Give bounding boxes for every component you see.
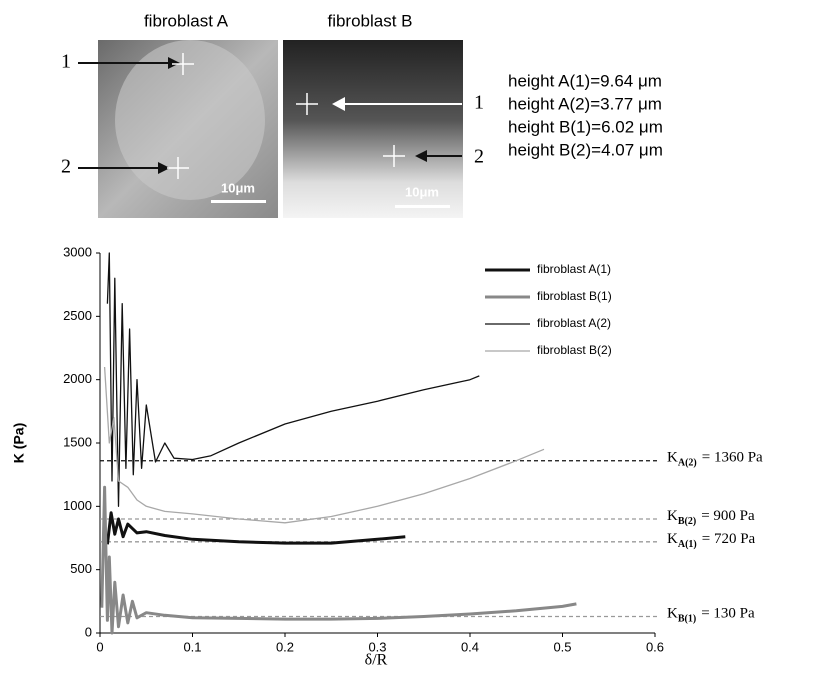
subscript: A(1) — [678, 539, 697, 550]
symbol: K — [667, 508, 678, 524]
value-text: = 900 Pa — [701, 508, 755, 524]
scale-bar — [395, 205, 450, 208]
symbol: K — [667, 450, 678, 466]
scale-bar — [211, 200, 266, 203]
scale-label: 10μm — [405, 184, 439, 199]
value-text: = 720 Pa — [702, 531, 756, 547]
y-axis-label: K (Pa) — [11, 423, 27, 463]
x-tick-label: 0.4 — [461, 639, 479, 654]
x-tick-label: 0.3 — [368, 639, 386, 654]
legend-label: fibroblast B(1) — [537, 289, 612, 303]
reference-label: KB(2) = 900 Pa — [667, 508, 755, 527]
images — [78, 40, 463, 218]
series-line — [106, 252, 480, 507]
subscript: B(1) — [678, 614, 696, 625]
y-tick-label: 500 — [70, 561, 92, 576]
x-tick-label: 0.6 — [646, 639, 664, 654]
x-axis-label: δ/R — [365, 652, 388, 669]
cell-a — [115, 40, 265, 200]
x-tick-label: 0.2 — [276, 639, 294, 654]
panel-title: fibroblast B — [327, 11, 412, 30]
y-tick-label: 1500 — [63, 434, 92, 449]
y-tick-label: 3000 — [63, 244, 92, 259]
height-text: height A(1)=9.64 μm — [508, 71, 662, 90]
legend-label: fibroblast B(2) — [537, 343, 612, 357]
image-b — [283, 40, 463, 218]
reference-label: KB(1) = 130 Pa — [667, 606, 755, 625]
height-text: height B(1)=6.02 μm — [508, 117, 663, 136]
subscript: A(2) — [678, 458, 697, 469]
y-tick-label: 0 — [85, 624, 92, 639]
point-label: 2 — [474, 146, 484, 168]
y-tick-label: 1000 — [63, 498, 92, 513]
x-tick-label: 0 — [96, 639, 103, 654]
scale-label: 10μm — [221, 180, 255, 195]
subscript: B(2) — [678, 516, 696, 527]
legend-label: fibroblast A(1) — [537, 262, 611, 276]
symbol: K — [667, 606, 678, 622]
point-label: 2 — [61, 156, 71, 178]
x-tick-label: 0.5 — [553, 639, 571, 654]
symbol: K — [667, 531, 678, 547]
series-line — [105, 511, 406, 545]
y-tick-label: 2500 — [63, 308, 92, 323]
point-label: 1 — [61, 51, 71, 73]
x-tick-label: 0.1 — [183, 639, 201, 654]
value-text: = 130 Pa — [701, 606, 755, 622]
panel-title: fibroblast A — [144, 11, 229, 30]
series-line — [100, 485, 577, 635]
arrows — [78, 62, 462, 169]
value-text: = 1360 Pa — [702, 450, 763, 466]
reference-label: KA(1) = 720 Pa — [667, 531, 756, 550]
series-line — [103, 366, 545, 524]
legend-label: fibroblast A(2) — [537, 316, 611, 330]
height-text: height A(2)=3.77 μm — [508, 94, 662, 113]
point-label: 1 — [474, 92, 484, 114]
reference-label: KA(2) = 1360 Pa — [667, 450, 763, 469]
y-tick-label: 2000 — [63, 371, 92, 386]
height-text: height B(2)=4.07 μm — [508, 140, 663, 159]
